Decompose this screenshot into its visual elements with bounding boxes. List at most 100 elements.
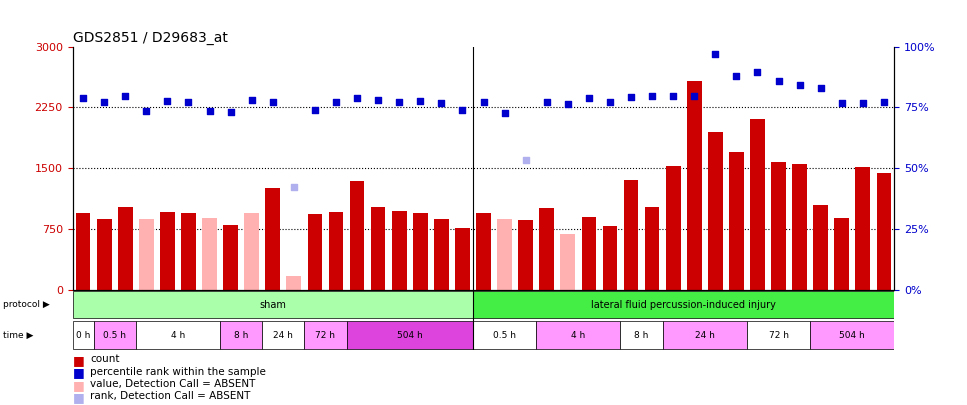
- Point: [265, 99, 280, 106]
- Bar: [223, 225, 238, 290]
- Bar: [286, 276, 301, 290]
- Text: 4 h: 4 h: [171, 330, 185, 340]
- Bar: [772, 162, 786, 290]
- Text: 72 h: 72 h: [769, 330, 788, 340]
- Bar: [518, 220, 533, 290]
- Point: [771, 77, 786, 84]
- Bar: [370, 207, 386, 290]
- Bar: [181, 213, 196, 290]
- Bar: [97, 219, 111, 290]
- Bar: [536, 322, 621, 349]
- Bar: [708, 132, 722, 290]
- Bar: [118, 207, 132, 290]
- Point: [560, 101, 575, 107]
- Text: 0.5 h: 0.5 h: [493, 330, 516, 340]
- Point: [308, 107, 323, 113]
- Bar: [346, 322, 473, 349]
- Text: sham: sham: [259, 300, 286, 310]
- Bar: [473, 322, 536, 349]
- Bar: [540, 208, 554, 290]
- Point: [687, 92, 702, 99]
- Point: [581, 94, 597, 101]
- Point: [286, 183, 302, 190]
- Point: [624, 94, 639, 100]
- Bar: [262, 322, 305, 349]
- Bar: [392, 211, 406, 290]
- Bar: [413, 213, 427, 290]
- Bar: [856, 167, 870, 290]
- Text: 24 h: 24 h: [695, 330, 715, 340]
- Point: [75, 95, 91, 102]
- Bar: [202, 218, 217, 290]
- Bar: [455, 228, 470, 290]
- Text: ■: ■: [73, 379, 84, 392]
- Text: 504 h: 504 h: [396, 330, 423, 340]
- Text: 504 h: 504 h: [839, 330, 865, 340]
- Bar: [135, 322, 220, 349]
- Bar: [308, 214, 322, 290]
- Bar: [792, 164, 807, 290]
- Point: [602, 98, 618, 105]
- Bar: [94, 322, 135, 349]
- Point: [202, 107, 218, 114]
- Bar: [729, 152, 744, 290]
- Point: [518, 157, 534, 163]
- Point: [729, 72, 745, 79]
- Point: [813, 85, 829, 91]
- Text: ■: ■: [73, 354, 84, 367]
- Point: [539, 98, 554, 105]
- Text: 8 h: 8 h: [634, 330, 649, 340]
- Point: [138, 108, 154, 115]
- Point: [708, 51, 723, 57]
- Point: [117, 93, 132, 99]
- Bar: [624, 180, 638, 290]
- Bar: [73, 291, 473, 318]
- Text: GDS2851 / D29683_at: GDS2851 / D29683_at: [73, 30, 227, 45]
- Text: 0.5 h: 0.5 h: [103, 330, 126, 340]
- Bar: [810, 322, 894, 349]
- Text: 4 h: 4 h: [571, 330, 585, 340]
- Text: ■: ■: [73, 367, 84, 379]
- Bar: [75, 213, 91, 290]
- Point: [792, 82, 807, 89]
- Bar: [687, 81, 702, 290]
- Point: [665, 93, 681, 99]
- Bar: [581, 217, 597, 290]
- Point: [454, 107, 470, 113]
- Point: [370, 97, 386, 103]
- Text: 0 h: 0 h: [75, 330, 90, 340]
- Bar: [602, 226, 617, 290]
- Text: value, Detection Call = ABSENT: value, Detection Call = ABSENT: [90, 379, 255, 389]
- Point: [497, 110, 513, 116]
- Bar: [835, 218, 849, 290]
- Point: [855, 100, 870, 106]
- Point: [181, 98, 196, 105]
- Bar: [305, 322, 346, 349]
- Bar: [473, 291, 894, 318]
- Text: count: count: [90, 354, 120, 364]
- Bar: [476, 213, 491, 290]
- Text: percentile rank within the sample: percentile rank within the sample: [90, 367, 266, 377]
- Point: [392, 99, 407, 106]
- Point: [413, 98, 428, 104]
- Point: [644, 93, 659, 99]
- Bar: [750, 119, 765, 290]
- Text: 8 h: 8 h: [234, 330, 249, 340]
- Point: [160, 98, 175, 104]
- Bar: [666, 166, 681, 290]
- Bar: [220, 322, 262, 349]
- Bar: [645, 207, 659, 290]
- Bar: [813, 205, 828, 290]
- Text: lateral fluid percussion-induced injury: lateral fluid percussion-induced injury: [591, 300, 777, 310]
- Text: 72 h: 72 h: [315, 330, 336, 340]
- Text: 24 h: 24 h: [274, 330, 293, 340]
- Bar: [497, 219, 512, 290]
- Bar: [350, 181, 365, 290]
- Text: time ▶: time ▶: [3, 330, 33, 340]
- Text: rank, Detection Call = ABSENT: rank, Detection Call = ABSENT: [90, 391, 250, 401]
- Bar: [265, 188, 280, 290]
- Bar: [662, 322, 747, 349]
- Bar: [139, 219, 154, 290]
- Point: [222, 109, 238, 115]
- Point: [835, 100, 850, 107]
